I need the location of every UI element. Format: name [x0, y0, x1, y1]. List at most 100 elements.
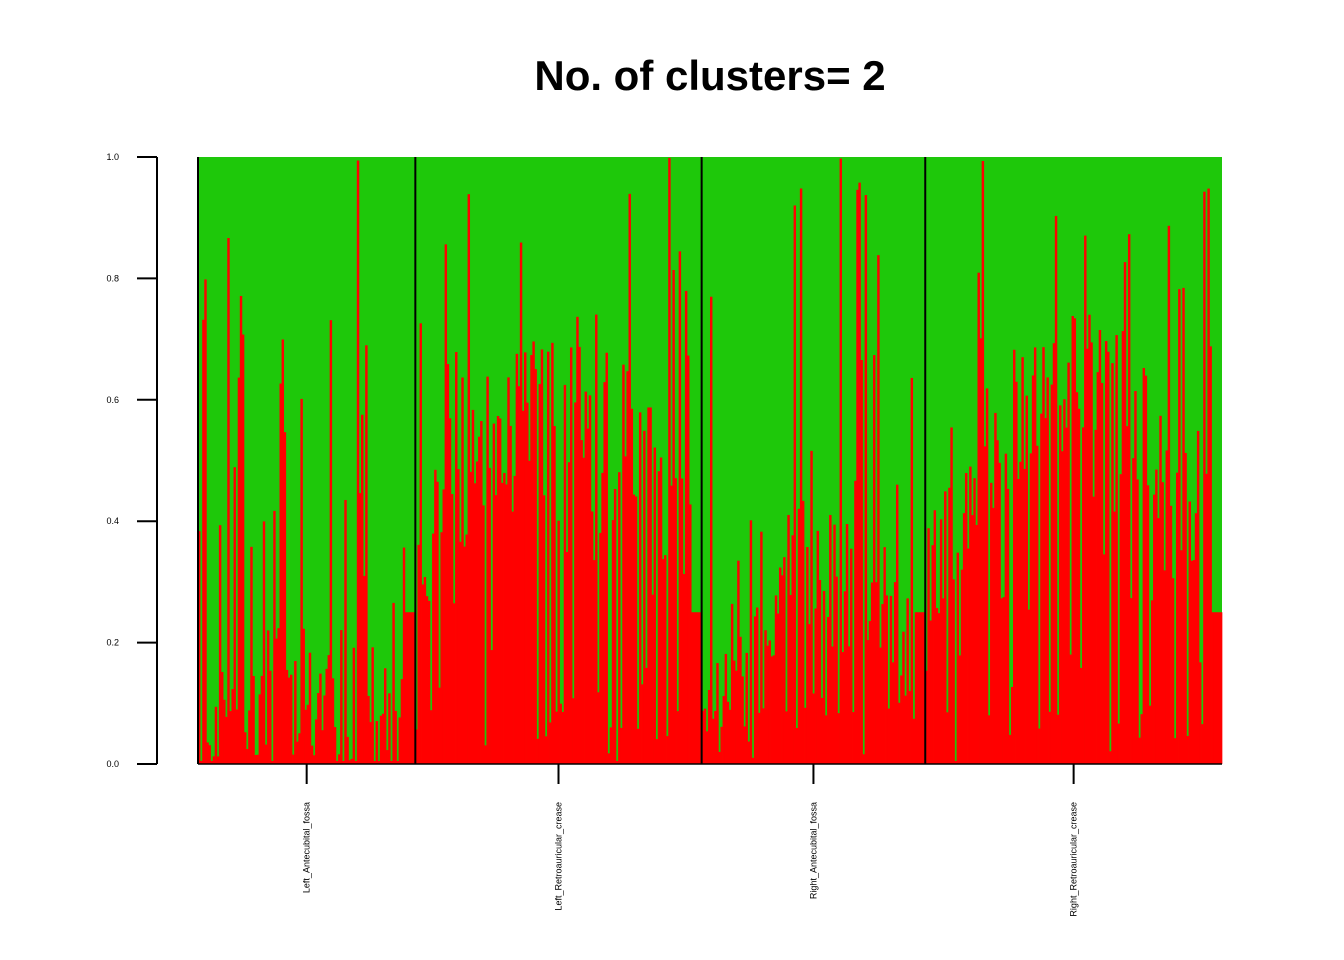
bar-cluster-1 [538, 384, 542, 764]
bar-cluster-1 [319, 673, 322, 764]
bar-cluster-1 [1027, 609, 1031, 764]
bar-cluster-1 [1079, 667, 1083, 764]
bar-cluster-1 [887, 708, 891, 764]
bar-cluster-1 [329, 320, 333, 764]
bar-cluster-1 [369, 722, 372, 764]
bar-cluster-1 [358, 493, 362, 764]
bar-cluster-1 [547, 351, 550, 764]
bar-cluster-1 [655, 739, 659, 764]
bar-cluster-1 [511, 511, 514, 764]
bar-cluster-1 [822, 590, 826, 764]
bar-cluster-1 [912, 718, 916, 764]
bar-cluster-1 [768, 640, 771, 764]
bar-cluster-1 [839, 158, 843, 764]
bar-cluster-1 [448, 418, 452, 764]
bar-cluster-1 [551, 342, 554, 764]
bar-cluster-1 [300, 398, 303, 764]
bar-cluster-1 [850, 548, 853, 764]
bar-cluster-1 [473, 483, 477, 764]
bar-cluster-1 [436, 481, 439, 764]
bar-cluster-1 [1167, 225, 1171, 765]
bar-cluster-1 [1144, 375, 1148, 764]
bar-cluster-1 [220, 672, 224, 764]
bar-cluster-1 [565, 552, 569, 764]
bar-cluster-1 [271, 760, 274, 764]
bar-cluster-1 [856, 189, 859, 765]
bar-cluster-1 [745, 652, 748, 764]
bar-cluster-1 [1025, 395, 1028, 764]
bar-cluster-1 [833, 524, 836, 764]
bar-cluster-1 [306, 704, 310, 764]
bar-cluster-1 [841, 652, 845, 764]
bar-cluster-1 [542, 495, 546, 764]
bar-cluster-1 [1052, 343, 1056, 764]
bar-cluster-1 [1061, 451, 1064, 764]
bar-cluster-1 [507, 377, 510, 764]
bar-cluster-1 [687, 355, 690, 764]
bar-cluster-1 [1192, 560, 1196, 764]
bar-cluster-1 [603, 382, 606, 764]
bar-cluster-1 [804, 707, 807, 764]
group-dividers [197, 157, 1222, 765]
bar-cluster-1 [674, 478, 677, 764]
bar-cluster-1 [1021, 357, 1024, 764]
y-tick-label: 0.0 [106, 759, 119, 769]
bar-cluster-1 [386, 750, 389, 764]
bar-cluster-1 [827, 616, 830, 764]
bar-cluster-1 [1146, 485, 1150, 764]
bar-cluster-1 [760, 531, 763, 764]
bar-cluster-1 [858, 182, 861, 764]
bar-cluster-1 [582, 457, 585, 764]
bar-cluster-1 [563, 384, 567, 764]
bar-cluster-1 [1215, 612, 1219, 764]
bar-cluster-1 [730, 603, 734, 764]
bar-cluster-1 [1161, 482, 1164, 764]
bar-cluster-1 [235, 709, 239, 764]
bar-cluster-1 [323, 695, 326, 764]
bar-cluster-1 [762, 708, 765, 764]
bar-cluster-1 [958, 655, 962, 764]
bar-cluster-1 [1033, 347, 1037, 764]
bar-cluster-1 [578, 346, 581, 764]
bar-cluster-1 [513, 475, 516, 764]
bar-cluster-1 [651, 594, 654, 764]
bar-cluster-1 [1077, 408, 1081, 764]
bar-cluster-1 [1134, 391, 1137, 764]
bar-cluster-1 [532, 341, 535, 764]
bar-cluster-1 [814, 608, 817, 764]
bar-cluster-1 [1130, 598, 1133, 764]
bar-cluster-1 [584, 391, 588, 764]
bar-cluster-1 [365, 345, 368, 764]
bar-cluster-1 [1004, 453, 1008, 764]
bar-cluster-1 [990, 482, 993, 764]
bar-cluster-1 [590, 511, 594, 764]
bar-cluster-1 [465, 534, 468, 764]
bar-cluster-1 [1048, 711, 1051, 764]
bar-cluster-1 [726, 701, 730, 764]
bar-cluster-1 [1002, 597, 1006, 764]
bar-cluster-1 [927, 528, 930, 764]
bar-cluster-1 [1207, 188, 1210, 764]
bar-cluster-1 [1213, 612, 1217, 764]
bar-cluster-1 [837, 713, 840, 764]
bar-cluster-1 [941, 598, 945, 764]
bar-cluster-1 [371, 647, 374, 764]
bar-cluster-1 [1065, 427, 1068, 764]
bar-cluster-1 [1044, 418, 1047, 764]
bar-cluster-1 [553, 426, 556, 764]
bar-cluster-1 [438, 687, 441, 764]
bar-cluster-1 [751, 757, 755, 764]
bar-cluster-1 [795, 728, 799, 764]
bar-cluster-1 [398, 717, 402, 764]
bar-cluster-1 [689, 504, 692, 764]
bar-cluster-1 [816, 530, 820, 764]
bar-cluster-1 [908, 691, 911, 764]
bar-cluster-1 [1006, 488, 1010, 764]
x-tick-label: Right_Retroauricular_crease [1069, 802, 1079, 917]
bar-cluster-1 [1155, 469, 1158, 764]
x-tick-label: Left_Antecubital_fossa [302, 802, 312, 893]
bar-cluster-1 [540, 349, 544, 764]
bar-cluster-1 [808, 624, 811, 764]
bar-cluster-1 [225, 716, 228, 764]
bar-cluster-1 [741, 676, 744, 764]
